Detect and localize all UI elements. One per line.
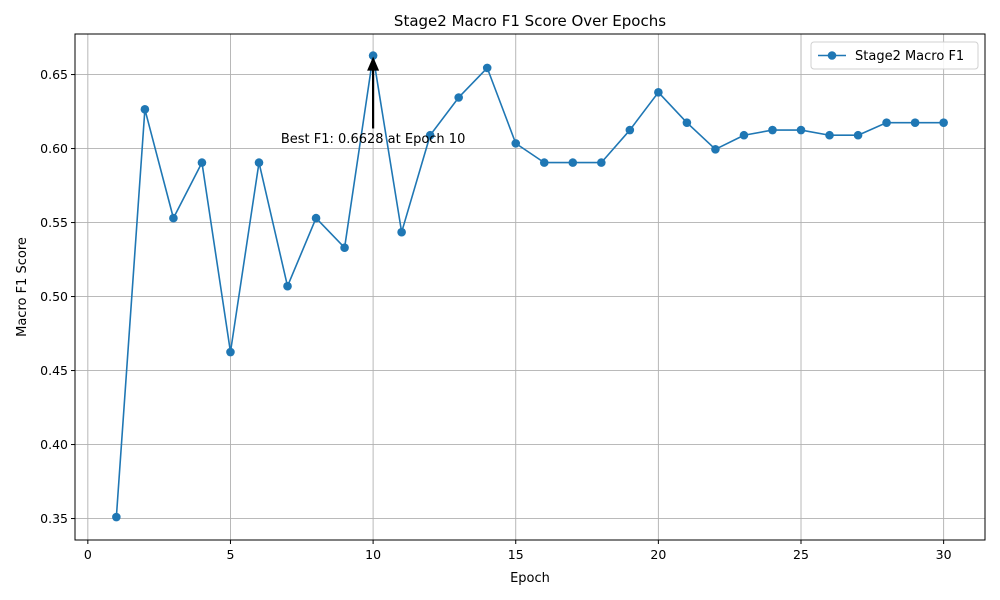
legend-box xyxy=(810,41,979,70)
legend-label: Stage2 Macro F1 xyxy=(855,49,964,64)
data-point xyxy=(482,63,492,73)
data-point xyxy=(853,130,863,140)
x-tick-label: 30 xyxy=(936,547,952,562)
data-point xyxy=(882,118,891,127)
data-point xyxy=(682,118,692,127)
series-layer xyxy=(112,51,948,522)
y-axis-ticks: 0.35 0.40 0.45 0.50 0.55 0.60 0.65 xyxy=(40,67,75,526)
data-point xyxy=(112,512,121,522)
data-point xyxy=(169,213,178,223)
data-point xyxy=(654,88,663,97)
x-tick-label: 25 xyxy=(793,547,809,562)
data-point xyxy=(226,347,235,357)
grid xyxy=(75,34,985,540)
x-tick-label: 0 xyxy=(84,547,92,562)
data-point xyxy=(397,227,406,237)
legend: Stage2 Macro F1 xyxy=(810,41,979,70)
data-point xyxy=(140,105,150,114)
data-point xyxy=(796,125,806,135)
y-tick-label: 0.60 xyxy=(40,141,68,156)
y-tick-label: 0.40 xyxy=(40,437,68,452)
data-point xyxy=(539,158,549,167)
y-tick-label: 0.45 xyxy=(40,363,68,378)
data-point xyxy=(254,158,264,167)
y-tick-label: 0.65 xyxy=(40,67,68,82)
y-tick-label: 0.50 xyxy=(40,289,68,304)
data-point xyxy=(768,125,777,135)
plot-frame xyxy=(74,33,986,541)
data-point xyxy=(910,118,920,127)
data-point xyxy=(454,93,463,102)
series-line xyxy=(115,54,944,518)
data-point xyxy=(568,158,578,167)
y-tick-label: 0.35 xyxy=(40,511,68,526)
annotation: Best F1: 0.6628 at Epoch 10 xyxy=(281,56,465,147)
annotation-text: Best F1: 0.6628 at Epoch 10 xyxy=(281,132,465,147)
data-point xyxy=(825,130,834,140)
x-tick-label: 10 xyxy=(365,547,381,562)
annotation-arrow-head xyxy=(367,56,380,71)
data-point xyxy=(625,125,635,135)
x-axis-ticks: 0 5 10 15 20 25 30 xyxy=(84,540,952,562)
x-axis-label: Epoch xyxy=(510,571,550,586)
data-point xyxy=(711,144,720,154)
data-point xyxy=(939,118,948,127)
data-point xyxy=(340,243,349,253)
data-point xyxy=(597,158,606,167)
data-point xyxy=(739,130,749,140)
x-tick-label: 5 xyxy=(226,547,234,562)
data-point xyxy=(511,139,521,148)
data-point xyxy=(197,158,207,167)
chart-title: Stage2 Macro F1 Score Over Epochs xyxy=(394,12,666,30)
data-point xyxy=(283,281,292,291)
x-tick-label: 15 xyxy=(508,547,524,562)
y-axis-label: Macro F1 Score xyxy=(15,237,30,337)
data-point xyxy=(311,213,321,223)
data-point xyxy=(425,130,435,140)
y-tick-label: 0.55 xyxy=(40,215,68,230)
x-tick-label: 20 xyxy=(650,547,666,562)
data-point xyxy=(368,51,378,60)
legend-marker xyxy=(827,51,837,60)
